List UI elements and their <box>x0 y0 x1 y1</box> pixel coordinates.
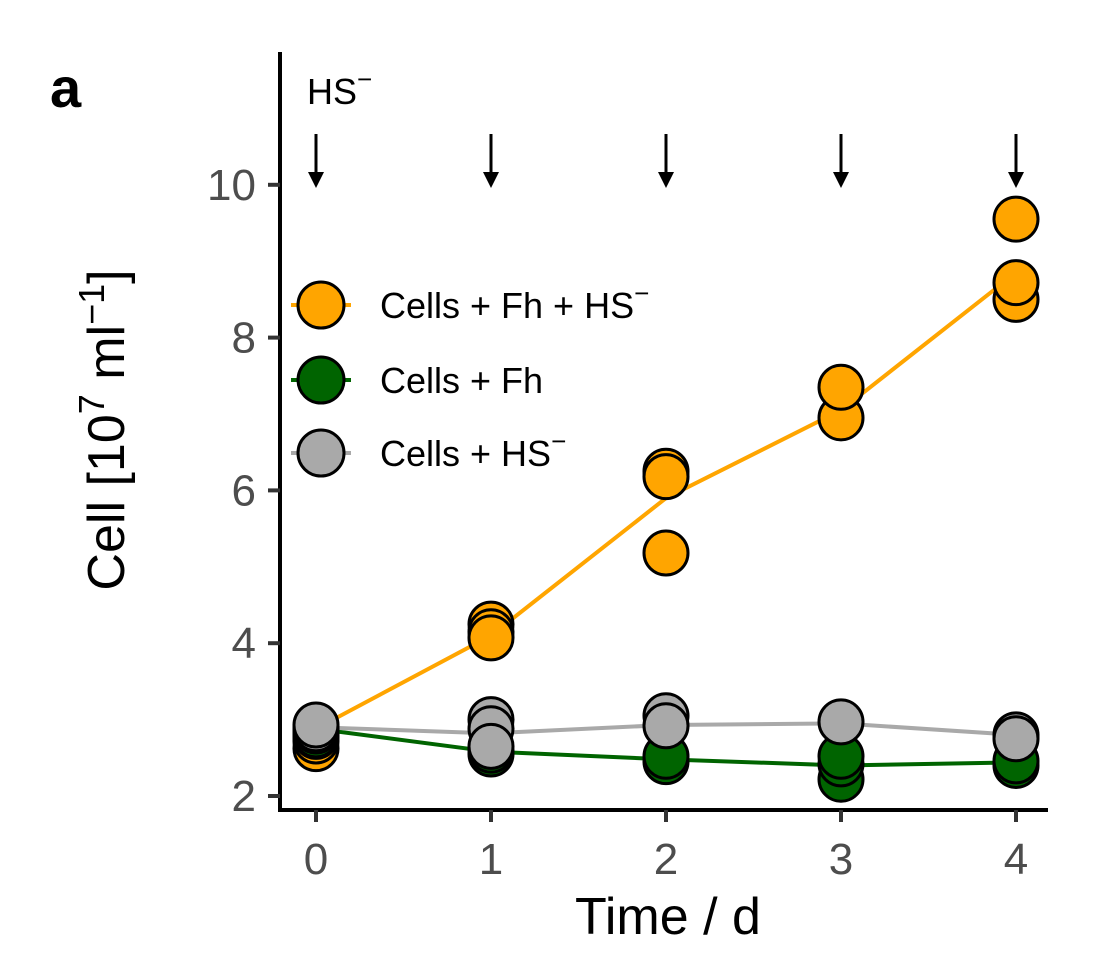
mean-line <box>315 271 1018 731</box>
mean-lines <box>315 271 1018 768</box>
data-point <box>467 614 515 662</box>
data-point <box>467 722 515 770</box>
legend-label: Cells + Fh + HS− <box>380 278 649 326</box>
legend-marker <box>296 280 346 330</box>
data-point <box>992 715 1040 763</box>
x-tick-label: 4 <box>1004 835 1028 884</box>
x-tick-label: 3 <box>829 835 853 884</box>
y-tick-label: 6 <box>232 466 256 515</box>
down-arrow-icon <box>483 134 499 188</box>
y-tick-label: 4 <box>232 619 256 668</box>
arrow-head <box>308 172 324 188</box>
y-tick-label: 8 <box>232 314 256 363</box>
y-tick-label: 2 <box>232 772 256 821</box>
y-axis-title: Cell [107 ml−1] <box>71 269 136 590</box>
x-axis-title: Time / d <box>575 888 761 946</box>
annotation-label: HS− <box>307 64 372 112</box>
down-arrow-icon <box>833 134 849 188</box>
arrow-head <box>658 172 674 188</box>
hs-addition-annotation: HS− <box>307 64 1024 188</box>
legend-marker <box>296 355 346 405</box>
data-point <box>817 363 865 411</box>
arrow-head <box>1008 172 1024 188</box>
legend: Cells + Fh + HS− Cells + Fh Cells + HS− <box>291 278 649 478</box>
arrow-head <box>483 172 499 188</box>
data-point <box>292 701 340 749</box>
y-ticks: 2 4 6 8 10 <box>207 161 280 821</box>
axes: 2 4 6 8 10 0 1 2 3 4 <box>207 52 1048 884</box>
down-arrow-icon <box>308 134 324 188</box>
y-tick-label: 10 <box>207 161 256 210</box>
legend-item: Cells + Fh + HS− <box>291 278 649 330</box>
down-arrow-icon <box>658 134 674 188</box>
arrow-head <box>833 172 849 188</box>
legend-label: Cells + Fh <box>380 360 543 401</box>
legend-item: Cells + Fh <box>291 355 543 405</box>
legend-label: Cells + HS− <box>380 426 566 474</box>
data-point <box>642 453 690 501</box>
x-ticks: 0 1 2 3 4 <box>304 810 1028 884</box>
data-point <box>992 195 1040 243</box>
x-tick-label: 2 <box>654 835 678 884</box>
down-arrow-icon <box>1008 134 1024 188</box>
legend-marker <box>296 428 346 478</box>
x-tick-label: 1 <box>479 835 503 884</box>
data-point <box>992 259 1040 307</box>
x-tick-label: 0 <box>304 835 328 884</box>
data-points <box>292 195 1040 803</box>
legend-item: Cells + HS− <box>291 426 566 478</box>
data-point <box>642 702 690 750</box>
panel-label: a <box>50 56 82 119</box>
data-point <box>642 529 690 577</box>
annotation-arrows <box>308 134 1024 188</box>
data-point <box>817 698 865 746</box>
